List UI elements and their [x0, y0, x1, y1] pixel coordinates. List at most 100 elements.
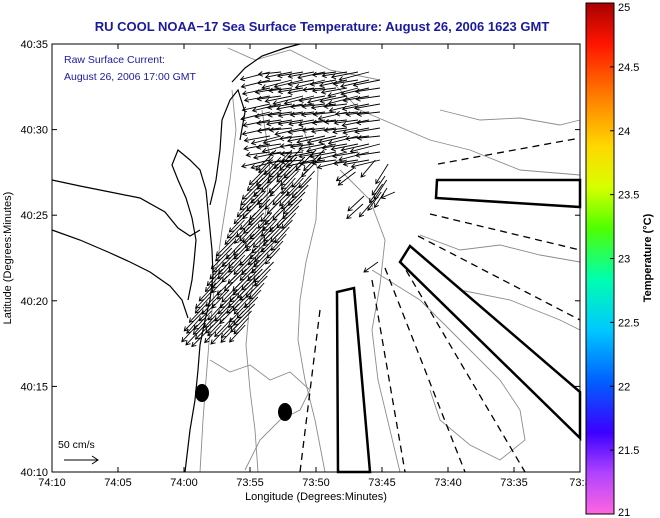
current-vector: [280, 170, 299, 190]
current-vector: [269, 212, 288, 233]
current-vector: [236, 219, 253, 238]
current-vector: [186, 317, 201, 334]
current-vector: [266, 240, 284, 259]
annotation-date: August 26, 2006 17:00 GMT: [64, 71, 197, 83]
current-vector: [356, 135, 381, 141]
current-vector: [311, 71, 337, 78]
current-vector: [291, 170, 307, 188]
current-vector: [257, 71, 282, 77]
coastline-main: [171, 149, 214, 473]
current-vector: [375, 163, 389, 185]
current-vector: [251, 103, 282, 113]
current-vector: [318, 135, 348, 145]
x-tick-label: 73:55: [236, 477, 264, 489]
current-vector: [234, 226, 250, 244]
current-vector: [242, 198, 263, 220]
radial-dashed-line: [429, 213, 581, 251]
current-vector: [287, 79, 315, 87]
current-vector: [217, 296, 235, 315]
current-vector: [320, 87, 348, 95]
current-vector: [350, 159, 381, 169]
current-vector: [256, 95, 282, 102]
current-vector: [356, 111, 381, 117]
current-vector: [340, 143, 370, 153]
current-vector: [260, 205, 276, 223]
current-vector: [272, 184, 293, 206]
current-vector: [264, 247, 281, 265]
current-vector: [337, 171, 356, 186]
current-vector: [211, 289, 230, 309]
current-vector: [342, 127, 370, 135]
current-vector: [251, 254, 270, 274]
current-vector: [228, 303, 248, 323]
x-tick-label: 74:05: [104, 477, 132, 489]
current-vector: [193, 310, 212, 331]
colorbar-tick-label: 21.5: [618, 445, 639, 457]
current-vector: [233, 317, 249, 335]
current-vector: [225, 240, 244, 260]
x-tick-label: 73:50: [302, 477, 330, 489]
current-vector: [248, 163, 271, 186]
x-axis-label: Longitude (Degrees:Minutes): [245, 491, 387, 503]
current-vector: [241, 254, 262, 276]
current-vector: [277, 111, 304, 119]
current-vector: [221, 247, 241, 268]
current-vector: [363, 261, 379, 273]
x-tick-label: 73:45: [368, 477, 396, 489]
current-vector: [311, 87, 337, 94]
current-vector: [240, 111, 271, 122]
current-vector: [247, 261, 266, 282]
radial-dashed-line: [384, 267, 466, 473]
current-vector: [282, 191, 306, 215]
current-vector: [296, 135, 326, 145]
current-vector: [267, 111, 293, 118]
axis-ticks: 74:10 74:05 74:00 73:55 73:50 73:45 73:40 73:35…: [20, 39, 590, 489]
current-vector: [191, 324, 214, 348]
current-vector: [277, 71, 304, 79]
dark-blob: [195, 384, 209, 402]
current-vector: [287, 87, 315, 95]
current-vector: [276, 103, 304, 112]
current-vector: [204, 324, 222, 344]
current-vector: [341, 103, 370, 112]
current-vector: [276, 156, 298, 178]
current-vector: [249, 219, 269, 240]
current-vector: [220, 317, 241, 339]
current-vector: [332, 79, 359, 87]
colorbar-tick-label: 21: [618, 507, 630, 518]
current-vector: [333, 119, 359, 126]
current-vector: [311, 119, 337, 126]
current-vector: [239, 191, 258, 211]
current-vector: [355, 119, 381, 126]
current-vector: [256, 127, 282, 134]
current-vector: [256, 143, 282, 150]
current-vector: [358, 199, 375, 218]
current-vector: [239, 219, 261, 242]
current-vector: [256, 170, 275, 190]
current-vector: [310, 127, 337, 134]
scale-arrow: [64, 455, 99, 465]
current-vector: [264, 205, 284, 226]
bathymetry-contour: [439, 109, 581, 126]
bathymetry-contour: [419, 234, 581, 263]
current-vector: [306, 143, 337, 154]
current-vector: [229, 282, 249, 303]
current-vector: [303, 149, 325, 172]
current-vector: [216, 275, 236, 296]
current-vector: [217, 282, 233, 300]
current-vector: [298, 119, 326, 128]
current-vector: [229, 324, 246, 343]
current-vector: [264, 71, 293, 80]
current-vector: [302, 86, 326, 93]
current-vector: [268, 87, 293, 94]
annotation-title: Raw Surface Current:: [64, 54, 165, 66]
current-vector: [241, 103, 271, 113]
current-vector: [194, 296, 211, 314]
y-tick-label: 40:10: [20, 467, 48, 479]
current-vector: [253, 261, 274, 283]
current-vector: [233, 254, 254, 275]
current-vector: [298, 143, 326, 152]
current-vector: [201, 296, 219, 315]
current-vector: [279, 151, 304, 157]
